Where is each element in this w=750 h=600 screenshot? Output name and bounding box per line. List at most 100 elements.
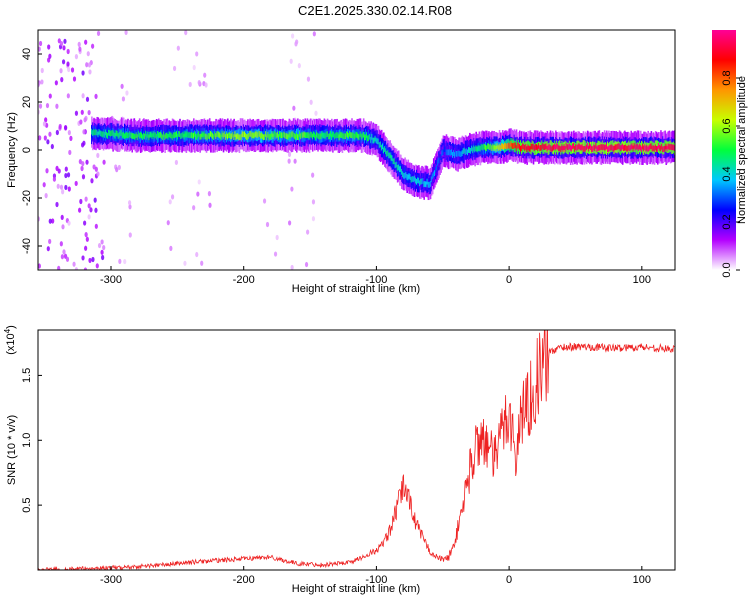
spectrogram-ridge-cell (234, 131, 237, 138)
spectrogram-ridge-cell (380, 144, 383, 151)
spectrogram-ridge-cell (553, 143, 556, 150)
spectrogram-ridge-cell (278, 131, 281, 137)
spectrogram-noise-cell (128, 232, 132, 238)
spectrogram-noise-cell (184, 30, 188, 36)
spectrogram-noise-cell (204, 82, 208, 88)
spectrogram-ridge-cell (392, 158, 395, 165)
spectrogram-ridge-cell (270, 133, 273, 140)
spectrogram-noise-cell (94, 207, 98, 213)
spectrogram-noise-cell (56, 183, 60, 189)
spectrogram-ridge-cell (499, 145, 502, 151)
spectrogram-ridge-cell (434, 170, 436, 176)
spectrogram-ridge-cell (269, 133, 272, 140)
spectrogram-ridge-cell (542, 143, 544, 149)
spectrogram-ridge-cell (107, 132, 109, 139)
spectrogram-ridge-cell (335, 132, 337, 139)
spectrogram-noise-cell (89, 207, 93, 213)
spectrogram-noise-cell (44, 193, 48, 199)
spectrogram-ridge-cell (217, 131, 220, 137)
spectrogram-ridge-cell (371, 133, 373, 140)
spectrogram-ridge-cell (247, 134, 249, 140)
snr-y-tick-label: 0.5 (21, 497, 33, 512)
spectrogram-ridge-cell (213, 134, 215, 140)
spectrogram-x-tick-label: -100 (365, 274, 387, 286)
spectrogram-ridge-cell (609, 145, 611, 151)
spectrogram-ridge-cell (440, 154, 442, 161)
spectrogram-ridge-cell (488, 143, 490, 150)
spectrogram-ridge-cell (410, 176, 413, 183)
spectrogram-ridge-cell (328, 133, 331, 140)
spectrogram-ridge-cell (308, 133, 311, 140)
spectrogram-ridge-cell (346, 131, 349, 138)
spectrogram-ridge-cell (111, 130, 113, 137)
spectrogram-ridge-cell (578, 143, 580, 150)
spectrogram-noise-cell (40, 79, 44, 85)
spectrogram-noise-cell (188, 81, 192, 88)
spectrogram-ridge-cell (230, 133, 232, 140)
spectrogram-ridge-cell (439, 157, 441, 164)
spectrogram-ridge-cell (511, 143, 514, 149)
spectrogram-ridge-cell (590, 144, 592, 151)
spectrogram-ridge-cell (157, 132, 160, 139)
spectrogram-noise-cell (44, 117, 48, 123)
spectrogram-ridge-cell (97, 131, 100, 138)
spectrogram-noise-cell (67, 66, 71, 73)
spectrogram-ridge-cell (665, 143, 668, 150)
spectrogram-ridge-cell (653, 146, 656, 152)
spectrogram-noise-cell (61, 189, 65, 195)
spectrogram-ridge-cell (639, 144, 642, 151)
spectrogram-ridge-cell (178, 131, 180, 137)
colorbar-tick-label: 0.8 (721, 70, 733, 85)
spectrogram-ridge-cell (307, 132, 310, 138)
spectrogram-noise-cell (80, 165, 84, 172)
spectrogram-noise-cell (81, 161, 85, 167)
spectrogram-ridge-cell (140, 132, 143, 139)
spectrogram-ridge-cell (435, 166, 437, 173)
spectrogram-ridge-cell (655, 146, 658, 152)
spectrogram-noise-cell (170, 194, 175, 200)
spectrogram-ridge-cell (483, 143, 486, 150)
spectrogram-ridge-cell (249, 131, 251, 137)
spectrogram-ridge-cell (546, 145, 549, 152)
spectrogram-ridge-cell (291, 131, 294, 137)
spectrogram-ridge-cell (418, 177, 420, 184)
spectrogram-noise-cell (85, 236, 89, 242)
spectrogram-ridge-cell (295, 132, 298, 139)
spectrogram-ridge-cell (205, 133, 208, 140)
spectrogram-ridge-cell (549, 145, 552, 151)
figure-title: C2E1.2025.330.02.14.R08 (298, 3, 452, 18)
spectrogram-ridge-cell (548, 144, 551, 150)
snr-multiplier: (x104) (3, 325, 17, 355)
spectrogram-ridge-cell (482, 143, 485, 150)
spectrogram-ridge-cell (186, 131, 189, 137)
spectrogram-y-tick-label: -40 (21, 238, 33, 254)
spectrogram-ridge-cell (182, 131, 184, 138)
spectrogram-ridge-cell (587, 145, 590, 152)
spectrogram-ridge-cell (647, 146, 649, 153)
snr-x-tick-label: -200 (233, 574, 255, 586)
spectrogram-ridge-cell (419, 180, 421, 187)
spectrogram-noise-cell (62, 249, 66, 255)
spectrogram-ridge-cell (663, 146, 665, 152)
spectrogram-ridge-cell (193, 132, 195, 139)
spectrogram-ridge-cell (645, 145, 647, 152)
spectrogram-ridge-cell (481, 144, 484, 151)
spectrogram-ridge-cell (350, 132, 352, 138)
spectrogram-ridge-cell (437, 159, 439, 166)
spectrogram-ridge-cell (625, 144, 627, 151)
spectrogram-noise-cell (46, 139, 50, 145)
spectrogram-ridge-cell (264, 128, 266, 140)
colorbar-tick-label: 0.4 (721, 166, 733, 181)
spectrogram-ridge-cell (359, 131, 362, 138)
spectrogram-ridge-cell (214, 131, 216, 138)
spectrogram-noise-cell (42, 182, 46, 188)
spectrogram-ridge-cell (110, 130, 112, 137)
spectrogram-ridge-cell (145, 130, 147, 137)
spectrogram-noise-cell (295, 39, 299, 45)
spectrogram-ridge-cell (523, 143, 525, 150)
colorbar-ticks: 0.0 0.2 0.4 0.6 0.8 (721, 70, 740, 278)
spectrogram-ridge-cell (167, 134, 170, 140)
spectrogram-ridge-cell (364, 134, 367, 141)
spectrogram-ridge-cell (282, 132, 284, 139)
spectrogram-noise-cell (42, 121, 47, 127)
